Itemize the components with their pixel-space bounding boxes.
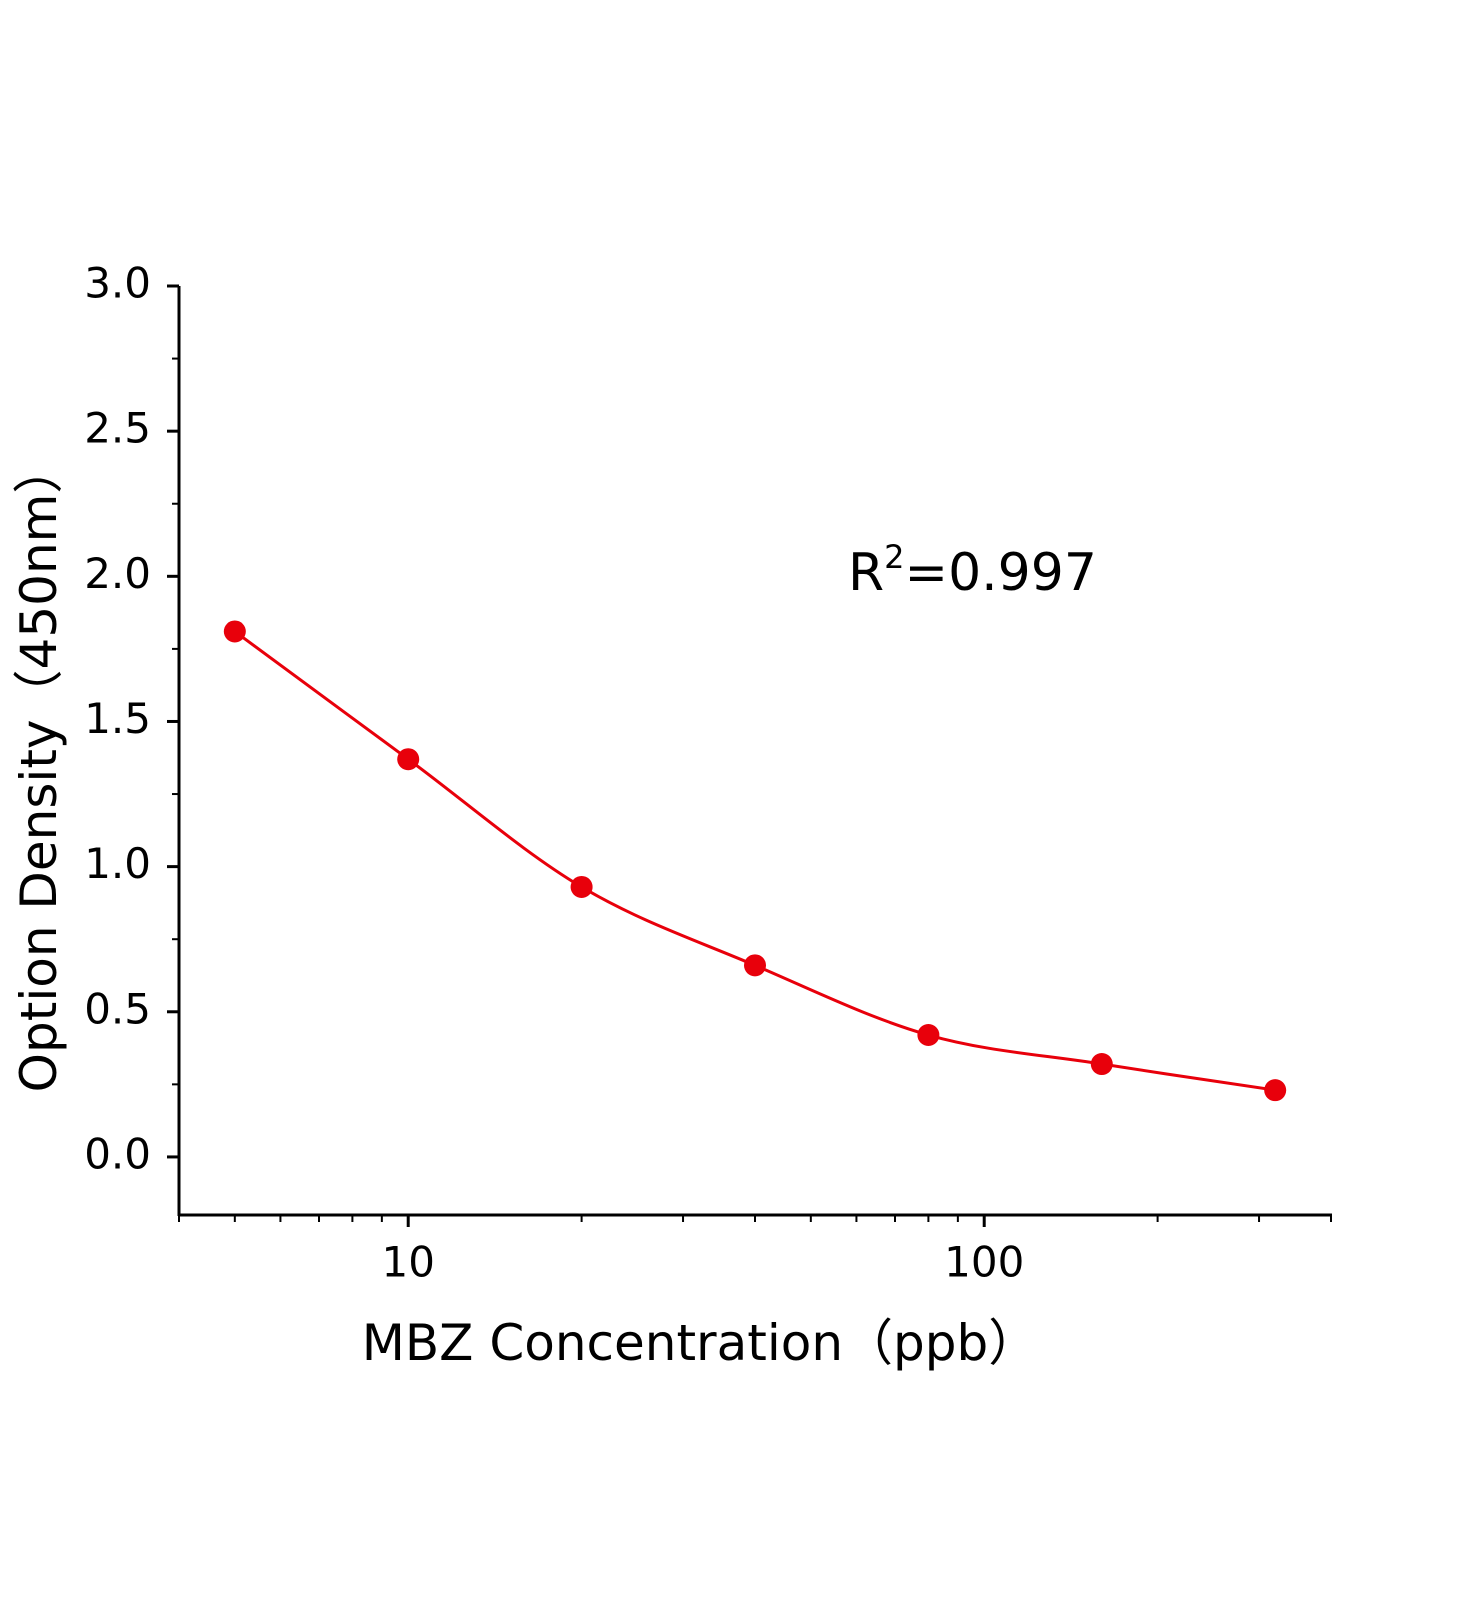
y-tick-label: 1.0	[84, 839, 151, 888]
data-point	[917, 1024, 940, 1047]
data-point	[570, 875, 593, 898]
data-point	[744, 954, 766, 977]
data-point	[1264, 1079, 1287, 1102]
data-point	[1090, 1053, 1113, 1076]
y-tick-label: 1.5	[84, 694, 151, 743]
y-tick-label: 0.5	[84, 984, 151, 1033]
y-tick-label: 2.5	[84, 404, 151, 453]
y-tick-label: 2.0	[84, 549, 151, 598]
y-tick-label: 3.0	[84, 259, 151, 308]
x-tick-label: 10	[381, 1238, 434, 1287]
x-axis-title: MBZ Concentration（ppb）	[362, 1314, 1039, 1372]
annotation-base: R	[848, 543, 884, 603]
y-tick-label: 0.0	[84, 1129, 151, 1178]
annotation-sup: 2	[884, 538, 904, 576]
data-point	[397, 748, 420, 771]
annotation-text: =0.997	[905, 543, 1097, 603]
fit-line	[233, 630, 1276, 1092]
y-axis-title: Option Density（450nm）	[10, 444, 68, 1093]
data-point	[223, 620, 246, 643]
x-tick-label: 100	[944, 1238, 1024, 1287]
annotation: R2=0.997	[848, 538, 1097, 603]
